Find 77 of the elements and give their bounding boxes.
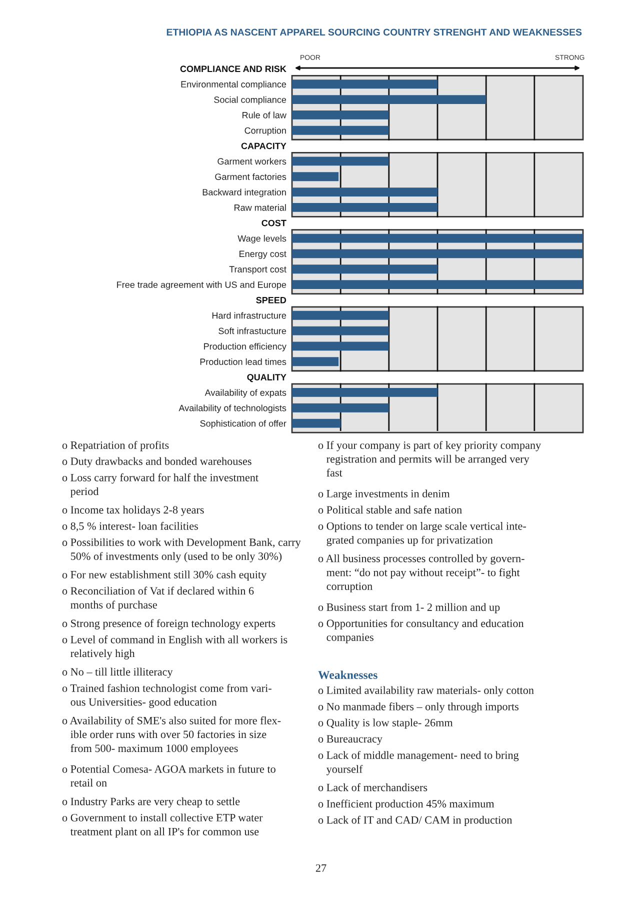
text: o No – till little illiteracy (62, 668, 173, 678)
bar (292, 310, 389, 320)
y-tick-label: Raw material (234, 204, 286, 211)
text: 27 (316, 864, 326, 872)
text: o Quality is low staple- 26mm (318, 718, 453, 729)
text: o Options to tender on large scale vertical inte- grated companies up for privatization (318, 522, 526, 546)
bar (292, 80, 438, 89)
y-tick-label: Energy cost (240, 250, 286, 259)
y-tick-label: Transport cost (229, 266, 286, 274)
text: o Trained fashion technologist come from vari- ous Universities- good education (62, 684, 272, 708)
y-tick-label: Free trade agreement with US and Europe (117, 281, 286, 290)
bar (292, 110, 389, 120)
bar (292, 188, 438, 197)
bar (292, 264, 438, 274)
text: o All business processes controlled by govern- ment: “do not pay without receipt”- to fight corruption (318, 554, 524, 592)
bar (292, 172, 339, 182)
bar (292, 280, 583, 290)
bar (292, 156, 389, 166)
bar (292, 388, 438, 397)
bar (292, 202, 438, 212)
y-tick-label: QUALITY (247, 374, 286, 382)
bar (292, 95, 486, 104)
y-tick-label: Garment factories (215, 173, 286, 180)
y-tick-label: Production efficiency (204, 342, 286, 352)
text: o Lack of middle management- need to bring yourself (318, 751, 519, 776)
y-tick-label: Environmental compliance (181, 80, 286, 90)
text: o No manmade fibers – only through imports (318, 702, 518, 713)
text: o 8,5 % interest- loan facilities (62, 522, 198, 532)
text: o Loss carry forward for half the investment period (62, 473, 258, 498)
chart-title: ETHIOPIA AS NASCENT APPAREL SOURCING COUNTRY STRENGHT AND WEAKNESSES (166, 28, 582, 36)
text: o Large investments in denim (318, 490, 450, 500)
text: o Government to install collective ETP water treatment plant on all IP's for common use (62, 814, 263, 838)
y-tick-label: Production lead times (200, 358, 286, 365)
y-tick-label: COST (262, 220, 286, 226)
y-tick-label: Backward integration (202, 188, 286, 198)
text: o Limited availability raw materials- only cotton (318, 686, 534, 696)
y-tick-label: COMPLIANCE AND RISK (180, 66, 286, 72)
y-tick-label: Corruption (244, 127, 286, 136)
text: o Industry Parks are very cheap to settle (62, 797, 240, 808)
text: o Political stable and safe nation (318, 506, 462, 514)
text: o Reconciliation of Vat if declared within 6 months of purchase (62, 586, 254, 611)
y-tick-label: Availability of expats (204, 389, 286, 398)
text: o Lack of IT and CAD/ CAM in production (318, 816, 512, 826)
text: o For new establishment still 30% cash equity (62, 570, 267, 581)
text: Weaknesses (318, 670, 378, 680)
text: o Lack of merchandisers (318, 783, 428, 792)
text: o Business start from 1- 2 million and up (318, 603, 500, 614)
text: o Opportunities for consultancy and education companies (318, 619, 524, 644)
text: o Strong presence of foreign technology experts (62, 619, 276, 630)
bar (292, 357, 339, 366)
y-tick-label: Sophistication of offer (200, 420, 286, 428)
y-tick-label: Wage levels (238, 235, 286, 244)
text: o Availability of SME's also suited for more flex- ible order runs with over 50 factories in size from 500- maximum 1000 employees (62, 716, 281, 754)
bar (292, 326, 389, 336)
text: o Duty drawbacks and bonded warehouses (62, 457, 252, 468)
bar (292, 126, 389, 135)
y-tick-label: SPEED (256, 296, 286, 304)
y-tick-label: Garment workers (218, 158, 286, 165)
bar (292, 342, 389, 351)
text: o Repatriation of profits (62, 441, 169, 452)
y-tick-label: Availability of technologists (178, 404, 286, 414)
y-tick-label: Soft infrastucture (218, 328, 286, 334)
y-tick-label: Rule of law (242, 112, 286, 118)
text: o Possibilities to work with Development Bank, carry 50% of investments only (used to be only 30%) (62, 538, 301, 562)
bar (292, 249, 583, 258)
y-tick-label: Social compliance (214, 96, 286, 105)
text: o Potential Comesa- AGOA markets in future to retail on (62, 764, 276, 787)
text: o If your company is part of key priority company registration and permits will be arranged very fast (318, 441, 542, 477)
text: o Income tax holidays 2-8 years (62, 506, 204, 516)
bar (292, 418, 341, 428)
y-tick-label: CAPACITY (241, 142, 286, 150)
bar (292, 234, 583, 243)
y-tick-label: Hard infrastructure (212, 312, 286, 319)
text: o Inefficient production 45% maximum (318, 800, 494, 810)
text: o Level of command in English with all workers is relatively high (62, 635, 288, 660)
text: o Bureaucracy (318, 735, 382, 745)
bar (292, 403, 389, 412)
